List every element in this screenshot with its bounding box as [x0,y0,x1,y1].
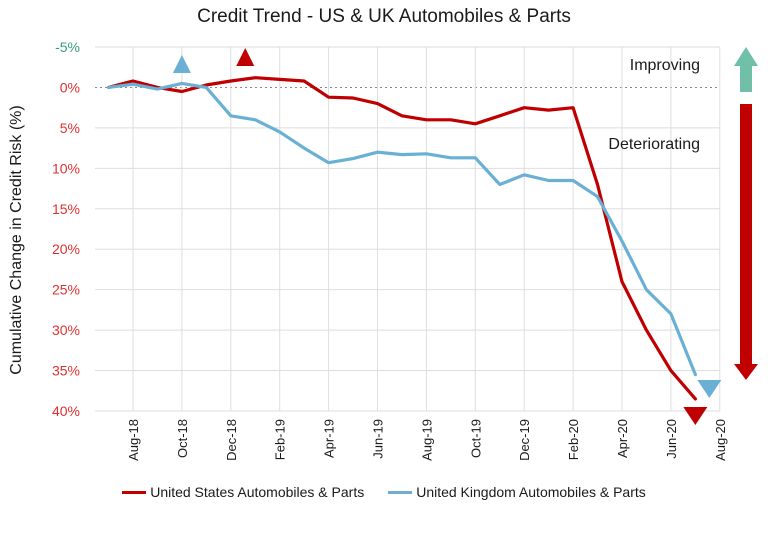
x-tick-label: Apr-20 [615,419,630,458]
us-up-marker [236,48,255,66]
chart-plot-area: -5% 0% 5% 10% 15% 20% 25% 30% 35% 40% Aug-18 Oct-18… [52,39,758,461]
legend-label-us: United States Automobiles & Parts [150,484,365,500]
x-tick-label: Jun-20 [664,419,679,459]
x-tick-label: Aug-19 [419,419,434,461]
y-tick-label: 0% [60,79,80,95]
series-line-us [106,76,698,401]
legend-swatch-us [122,490,147,494]
y-tick-label: 25% [52,282,80,298]
x-tick-label: Jun-19 [371,419,386,459]
y-tick-label: 40% [52,403,80,419]
x-tick-label: Aug-20 [713,419,728,461]
x-tick-label: Oct-18 [175,419,190,458]
y-tick-label: 20% [52,241,80,257]
chart-legend: United States Automobiles & Parts United… [0,484,768,500]
legend-item-us: United States Automobiles & Parts [122,484,364,500]
x-tick-label: Oct-19 [468,419,483,458]
uk-up-marker [172,55,191,73]
improving-label: Improving [630,57,700,74]
deteriorating-arrow-shaft [740,104,752,364]
y-tick-label: 10% [52,160,80,176]
legend-swatch-uk [388,490,413,494]
x-tick-label: Apr-19 [322,419,337,458]
x-tick-label: Dec-19 [517,419,532,461]
deteriorating-label: Deteriorating [608,136,700,153]
y-tick-label: 5% [60,120,80,136]
deteriorating-arrow-head [734,364,758,380]
x-tick-label: Dec-18 [224,419,239,461]
chart-title: Credit Trend - US & UK Automobiles & Par… [197,6,571,27]
improving-arrow-shaft [740,66,752,92]
improving-arrow-head [734,47,758,66]
uk-down-marker [697,380,722,398]
x-tick-label: Feb-19 [273,419,288,460]
y-tick-label: 15% [52,201,80,217]
y-tick-label: -5% [55,39,80,55]
legend-item-uk: United Kingdom Automobiles & Parts [388,484,646,500]
y-tick-label: 35% [52,363,80,379]
us-down-marker [683,407,708,425]
x-tick-label: Feb-20 [566,419,581,460]
legend-label-uk: United Kingdom Automobiles & Parts [416,484,646,500]
y-tick-label: 30% [52,322,80,338]
x-tick-label: Aug-18 [126,419,141,461]
series-line-uk [106,81,698,377]
